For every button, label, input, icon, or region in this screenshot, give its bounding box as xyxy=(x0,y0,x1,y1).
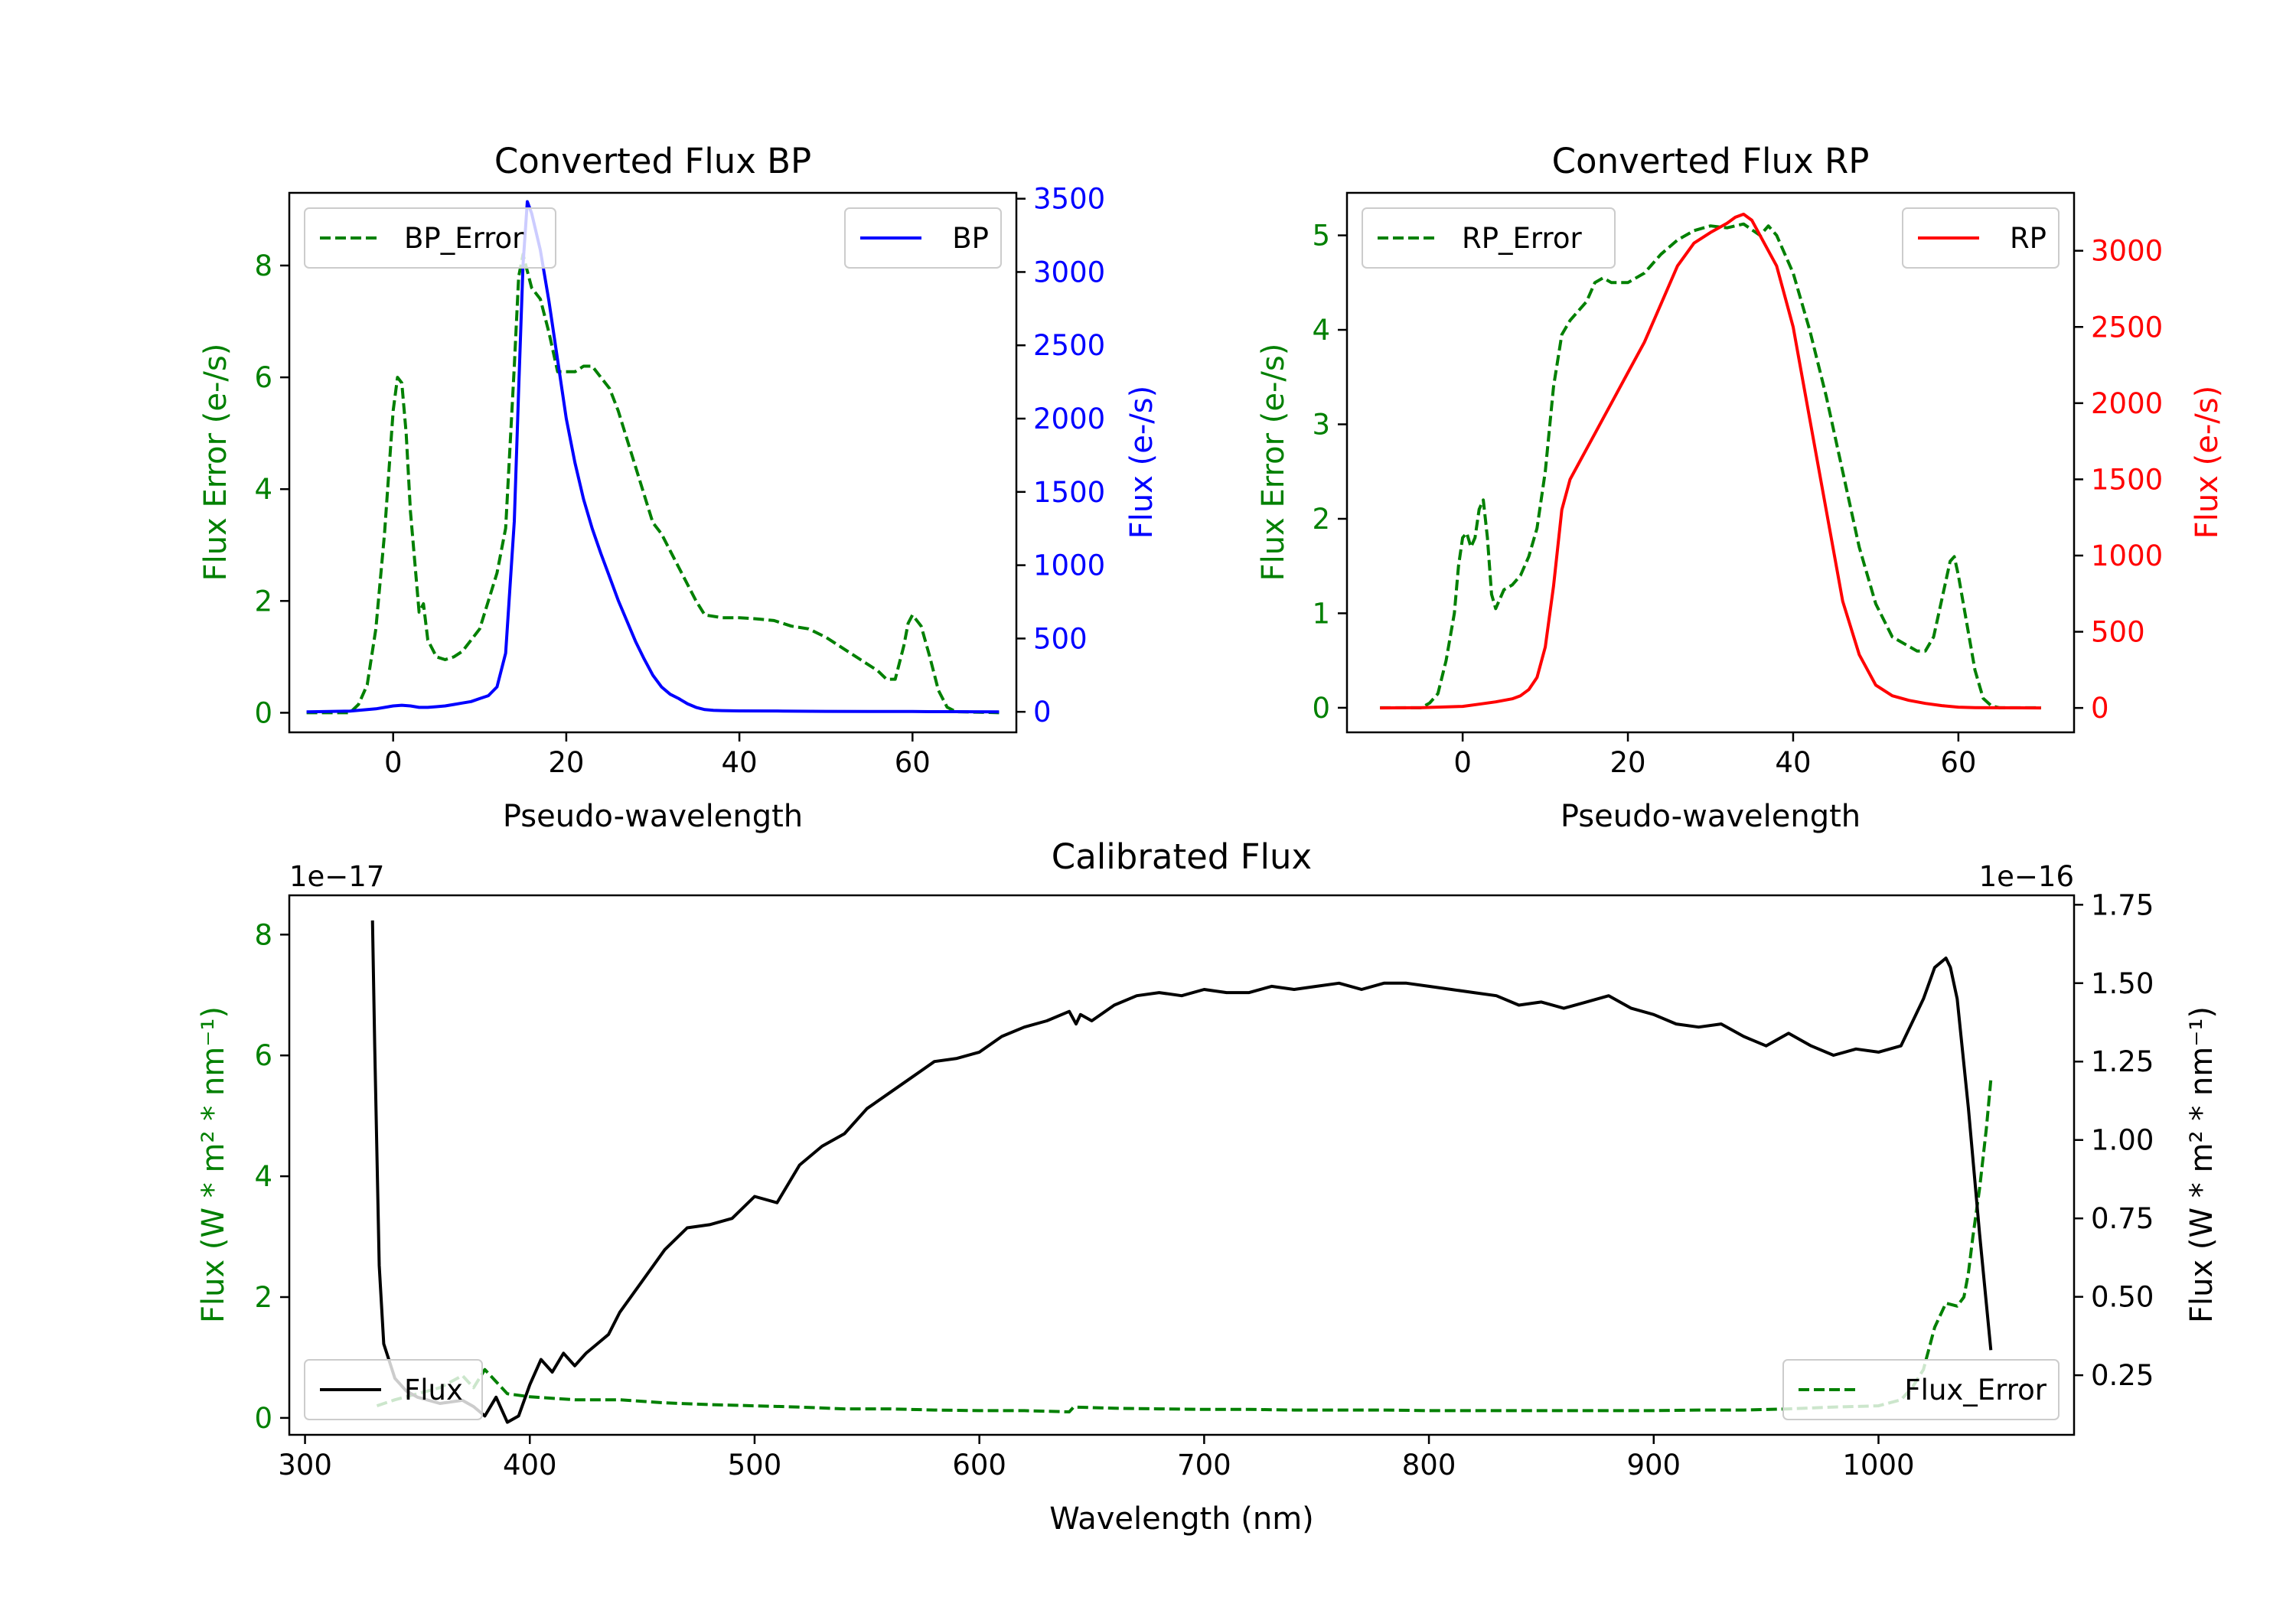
chart-title: Converted Flux BP xyxy=(494,141,811,181)
chart-title: Calibrated Flux xyxy=(1052,836,1312,877)
x-axis-label: Pseudo-wavelength xyxy=(1561,799,1861,834)
x-tick-label: 600 xyxy=(952,1449,1006,1482)
y-right-tick-label: 1500 xyxy=(2091,463,2163,496)
x-tick-label: 20 xyxy=(548,746,584,779)
y-axis-right-label: Flux (W * m² * nm⁻¹) xyxy=(2184,1006,2219,1323)
y-right-tick-label: 3000 xyxy=(1033,256,1105,288)
x-tick-label: 20 xyxy=(1609,746,1645,779)
y-left-tick-label: 6 xyxy=(254,1039,272,1072)
legend-label-flux-error: Flux_Error xyxy=(1904,1374,2047,1407)
y-right-tick-label: 0 xyxy=(2091,692,2109,725)
x-tick-label: 60 xyxy=(1940,746,1976,779)
y-left-tick-label: 4 xyxy=(254,473,272,506)
x-tick-label: 60 xyxy=(895,746,931,779)
panel-converted-flux-bp: Converted Flux BP 0 20 40 60 0 2 4 6 8 0 500 1000 15… xyxy=(198,141,1159,834)
series-line-rp xyxy=(1380,212,2041,710)
y-right-tick-label: 2000 xyxy=(2091,387,2163,420)
plot-frame xyxy=(288,191,1018,734)
y-right-tick-label: 2500 xyxy=(2091,311,2163,344)
chart-title: Converted Flux RP xyxy=(1552,141,1870,181)
y-left-tick-label: 0 xyxy=(1312,692,1330,725)
y-left-tick-label: 8 xyxy=(254,249,272,282)
y-right-tick-label: 1.00 xyxy=(2091,1124,2154,1157)
plot-frame xyxy=(1345,191,2076,734)
series-line-flux-error xyxy=(376,1079,1993,1413)
legend-label-bp: BP xyxy=(952,222,989,255)
y-right-tick-label: 0 xyxy=(1033,696,1052,729)
panel-calibrated-flux: Calibrated Flux 1e−17 1e−16 300 400 500 600… xyxy=(196,836,2219,1537)
legend-label-flux: Flux xyxy=(404,1374,463,1407)
y-left-tick-label: 0 xyxy=(254,1402,272,1435)
legend-left: RP_Error xyxy=(1362,207,1616,269)
y-left-tick-label: 4 xyxy=(1312,314,1330,347)
y-right-tick-label: 3000 xyxy=(2091,235,2163,268)
y-left-tick-label: 2 xyxy=(1312,503,1330,536)
legend-label-bp-error: BP_Error xyxy=(404,222,524,255)
y-left-tick-label: 2 xyxy=(254,1281,272,1314)
legend-left: Flux xyxy=(304,1359,483,1420)
y-left-tick-label: 6 xyxy=(254,361,272,394)
x-tick-label: 800 xyxy=(1402,1449,1456,1482)
x-tick-label: 300 xyxy=(278,1449,332,1482)
y-left-tick-label: 1 xyxy=(1312,597,1330,630)
series-line-bp xyxy=(306,200,1000,714)
y-axis-left-label: Flux Error (e-/s) xyxy=(198,344,233,582)
y-right-tick-label: 500 xyxy=(2091,616,2145,649)
x-tick-label: 700 xyxy=(1177,1449,1231,1482)
y-left-tick-label: 5 xyxy=(1312,220,1330,253)
y-left-tick-label: 4 xyxy=(254,1160,272,1193)
series-line-rp-error xyxy=(1380,222,2041,709)
y-right-tick-label: 0.75 xyxy=(2091,1202,2154,1235)
y-right-tick-label: 1000 xyxy=(1033,549,1105,582)
y-left-tick-label: 0 xyxy=(254,696,272,729)
x-tick-label: 0 xyxy=(384,746,403,779)
x-tick-label: 500 xyxy=(728,1449,782,1482)
legend-right: BP xyxy=(844,207,1002,269)
series-line-bp-error xyxy=(306,253,1000,715)
y-right-tick-label: 1500 xyxy=(1033,476,1105,509)
y-right-tick-label: 0.50 xyxy=(2091,1281,2154,1314)
series-line-flux xyxy=(370,920,1993,1424)
y-axis-left-label: Flux (W * m² * nm⁻¹) xyxy=(196,1006,231,1323)
y-right-tick-label: 2500 xyxy=(1033,329,1105,362)
y-left-tick-label: 3 xyxy=(1312,408,1330,441)
x-tick-label: 400 xyxy=(503,1449,557,1482)
x-tick-label: 0 xyxy=(1453,746,1472,779)
y-right-tick-label: 500 xyxy=(1033,622,1088,655)
legend-label-rp: RP xyxy=(2010,222,2047,255)
x-axis-label: Wavelength (nm) xyxy=(1049,1501,1314,1537)
y-axis-left-label: Flux Error (e-/s) xyxy=(1256,344,1291,582)
legend-right: RP xyxy=(1902,207,2060,269)
x-tick-label: 900 xyxy=(1626,1449,1681,1482)
x-tick-label: 40 xyxy=(1775,746,1811,779)
x-tick-label: 1000 xyxy=(1842,1449,1914,1482)
y-right-tick-label: 1.75 xyxy=(2091,888,2154,921)
y-right-tick-label: 3500 xyxy=(1033,183,1105,216)
y-axis-left-offset: 1e−17 xyxy=(289,860,384,893)
y-right-tick-label: 1000 xyxy=(2091,539,2163,572)
y-right-tick-label: 1.25 xyxy=(2091,1045,2154,1078)
x-axis-label: Pseudo-wavelength xyxy=(503,799,803,834)
y-right-tick-label: 0.25 xyxy=(2091,1359,2154,1392)
legend-label-rp-error: RP_Error xyxy=(1462,222,1582,255)
y-left-tick-label: 8 xyxy=(254,918,272,951)
y-right-tick-label: 2000 xyxy=(1033,403,1105,435)
x-tick-label: 40 xyxy=(722,746,758,779)
y-axis-right-offset: 1e−16 xyxy=(1979,860,2074,893)
legend-left: BP_Error xyxy=(304,207,556,269)
panel-converted-flux-rp: Converted Flux RP 0 20 40 60 0 1 2 3 4 5 0 500 1000 1… xyxy=(1256,141,2225,834)
y-left-tick-label: 2 xyxy=(254,585,272,618)
y-axis-right-label: Flux (e-/s) xyxy=(2190,386,2225,539)
y-axis-right-label: Flux (e-/s) xyxy=(1124,386,1159,539)
y-right-tick-label: 1.50 xyxy=(2091,967,2154,1000)
legend-right: Flux_Error xyxy=(1782,1359,2060,1420)
plot-frame xyxy=(288,894,2076,1436)
